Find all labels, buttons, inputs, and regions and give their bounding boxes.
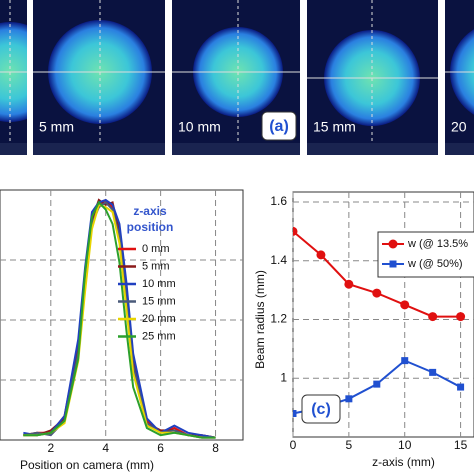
chart: 1 1.2 1.4 1.6 0 5 10 15 z-axis (mm) Beam radius (…	[253, 191, 474, 469]
legend-title: z-axis	[133, 204, 167, 218]
panel-content: 10 mm	[172, 0, 300, 155]
legend-label: w (@ 13.5%	[407, 238, 468, 250]
tag-box	[261, 111, 297, 141]
x-tick-label: 6	[157, 441, 164, 455]
marker	[372, 288, 382, 298]
x-tick-label: 2	[47, 441, 54, 455]
marker	[401, 357, 409, 365]
panel-tag: (a)	[269, 118, 289, 135]
marker	[345, 395, 353, 403]
panel-content	[0, 0, 27, 155]
status-bar	[445, 143, 474, 155]
marker	[373, 380, 381, 388]
legend-marker	[389, 260, 397, 268]
camera-panel	[0, 0, 27, 155]
series-line	[23, 200, 216, 439]
x-tick-label: 10	[398, 438, 412, 452]
legend-marker	[388, 239, 398, 249]
chart-tag: (c)	[311, 401, 331, 418]
x-axis-label: z-axis (mm)	[372, 455, 435, 469]
camera-panel: 20	[445, 0, 474, 155]
x-tick-label: 0	[290, 438, 297, 452]
camera-panel: 5 mm	[33, 0, 165, 155]
x-tick-label: 15	[454, 438, 468, 452]
camera-panel: 10 mm (a)	[172, 0, 300, 155]
x-axis-label: Position on camera (mm)	[20, 458, 154, 472]
marker	[400, 300, 410, 310]
marker	[457, 383, 465, 391]
x-tick-label: 4	[102, 441, 109, 455]
y-tick-label: 1.4	[270, 253, 287, 267]
marker	[293, 226, 298, 236]
y-tick-label: 1	[280, 370, 287, 384]
marker	[429, 368, 437, 376]
y-tick-label: 1.2	[270, 312, 287, 326]
y-tick-label: 1.6	[270, 194, 287, 208]
panel-content: 15 mm	[307, 0, 438, 155]
status-bar	[172, 143, 300, 155]
camera-panel: 15 mm	[307, 0, 438, 155]
marker	[293, 410, 297, 417]
legend-label: 15 mm	[142, 295, 176, 307]
legend-label: 0 mm	[142, 243, 170, 255]
chart: 2 4 6 8 Position on camera (mm) z-axis positio…	[0, 189, 244, 472]
legend-box	[377, 231, 474, 278]
legend-title: position	[127, 220, 174, 234]
plot-area	[0, 189, 244, 441]
plot	[293, 226, 466, 417]
marker	[428, 312, 438, 322]
x-tick-label: 5	[346, 438, 353, 452]
panel-label: 20	[451, 119, 467, 135]
panel-label: 5 mm	[39, 119, 74, 135]
marker	[344, 279, 354, 289]
status-bar	[307, 143, 438, 155]
panel-label: 10 mm	[178, 119, 221, 135]
panel-content: 20	[445, 0, 474, 155]
status-bar	[0, 143, 27, 155]
status-bar	[33, 143, 165, 155]
legend-label: 5 mm	[142, 260, 170, 272]
legend-label: w (@ 50%)	[407, 258, 463, 270]
legend-label: 25 mm	[142, 330, 176, 342]
plot	[23, 198, 216, 439]
tag-box	[301, 394, 341, 424]
legend-label: 20 mm	[142, 313, 176, 325]
marker	[456, 312, 466, 322]
panel-content: 5 mm	[33, 0, 165, 155]
panel-label: 15 mm	[313, 119, 356, 135]
x-tick-label: 8	[212, 441, 219, 455]
legend-label: 10 mm	[142, 278, 176, 290]
marker	[316, 250, 326, 260]
y-axis-label: Beam radius (mm)	[253, 270, 267, 369]
